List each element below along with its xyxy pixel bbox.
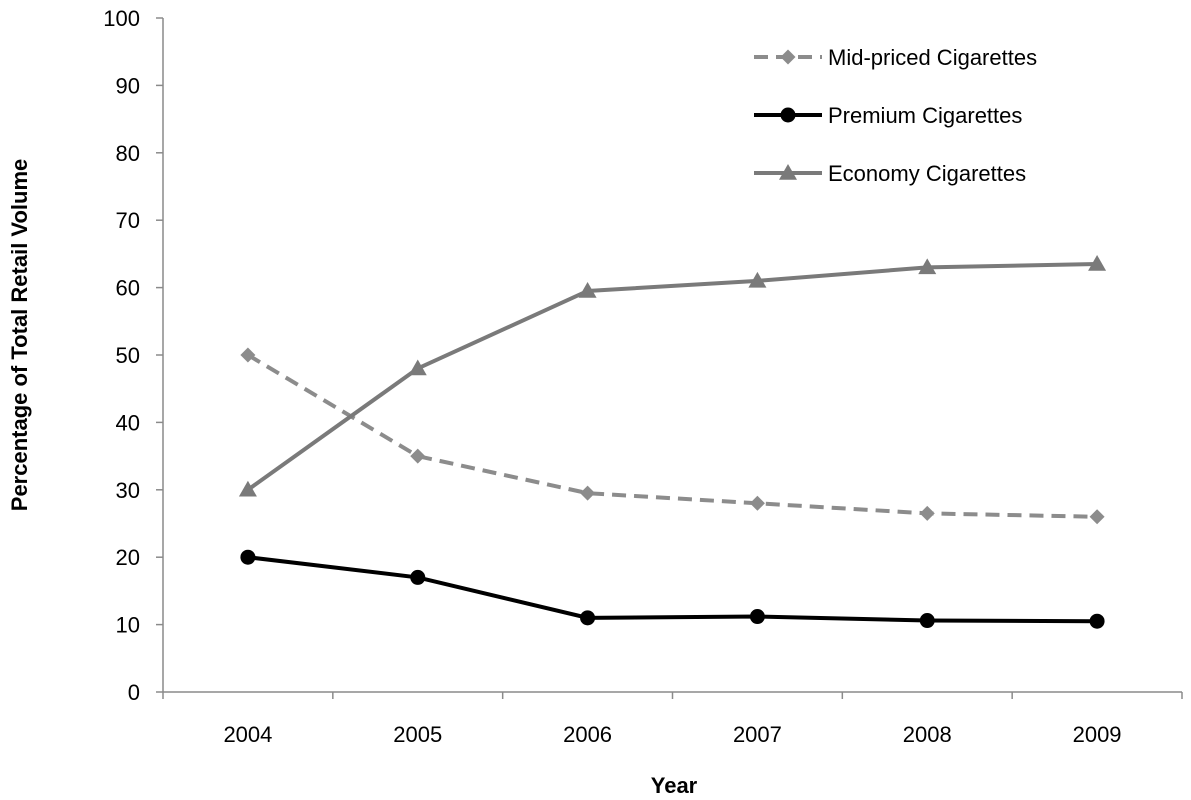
series-diamond	[240, 347, 1105, 525]
legend-marker	[780, 49, 796, 65]
series-triangle	[238, 255, 1107, 497]
x-tick-label: 2007	[733, 722, 782, 747]
x-tick-label: 2008	[903, 722, 952, 747]
x-tick-label: 2009	[1073, 722, 1122, 747]
series-line	[247, 555, 1098, 624]
data-point	[578, 281, 597, 298]
data-point	[410, 448, 426, 464]
data-point	[240, 549, 256, 565]
x-tick-label: 2004	[223, 722, 272, 747]
data-point	[749, 609, 765, 625]
axes: 0 10 20 30 40 50 60 70 80 90 100 2004 2005 2006 2007 20…	[103, 6, 1183, 747]
data-point	[1089, 613, 1105, 629]
data-point	[919, 613, 935, 629]
y-tick-label: 40	[116, 410, 140, 435]
data-point	[918, 258, 937, 275]
y-tick-label: 0	[128, 680, 140, 705]
data-point	[240, 347, 256, 363]
x-tick-label: 2006	[563, 722, 612, 747]
y-tick-label: 10	[116, 613, 140, 638]
y-tick-label: 100	[103, 6, 140, 31]
series-line	[246, 262, 1098, 492]
x-axis-title: Year	[651, 773, 698, 798]
series-circle	[240, 549, 1105, 629]
legend-label: Mid-priced Cigarettes	[828, 45, 1037, 70]
y-tick-label: 90	[116, 73, 140, 98]
legend-item: Economy Cigarettes	[754, 161, 1026, 186]
legend-marker	[780, 107, 796, 123]
data-point	[1089, 509, 1105, 525]
data-point	[580, 485, 596, 501]
legend-label: Economy Cigarettes	[828, 161, 1026, 186]
data-point	[410, 569, 426, 585]
legend-item: Mid-priced Cigarettes	[754, 45, 1037, 70]
data-point	[580, 610, 596, 626]
data-point	[919, 505, 935, 521]
y-tick-label: 30	[116, 478, 140, 503]
data-point	[408, 359, 427, 376]
series-layer	[238, 255, 1107, 629]
legend-marker	[779, 164, 797, 180]
x-tick-label: 2005	[393, 722, 442, 747]
y-tick-label: 60	[116, 276, 140, 301]
y-tick-label: 70	[116, 208, 140, 233]
data-point	[238, 480, 257, 497]
legend-label: Premium Cigarettes	[828, 103, 1022, 128]
y-tick-label: 50	[116, 343, 140, 368]
y-tick-label: 80	[116, 141, 140, 166]
data-point	[748, 271, 767, 288]
legend: Mid-priced Cigarettes Premium Cigarettes E…	[754, 45, 1037, 186]
series-line	[246, 353, 1098, 519]
y-tick-label: 20	[116, 545, 140, 570]
data-point	[749, 495, 765, 511]
legend-item: Premium Cigarettes	[754, 103, 1022, 128]
y-axis-title: Percentage of Total Retail Volume	[7, 159, 32, 511]
data-point	[1088, 255, 1107, 271]
